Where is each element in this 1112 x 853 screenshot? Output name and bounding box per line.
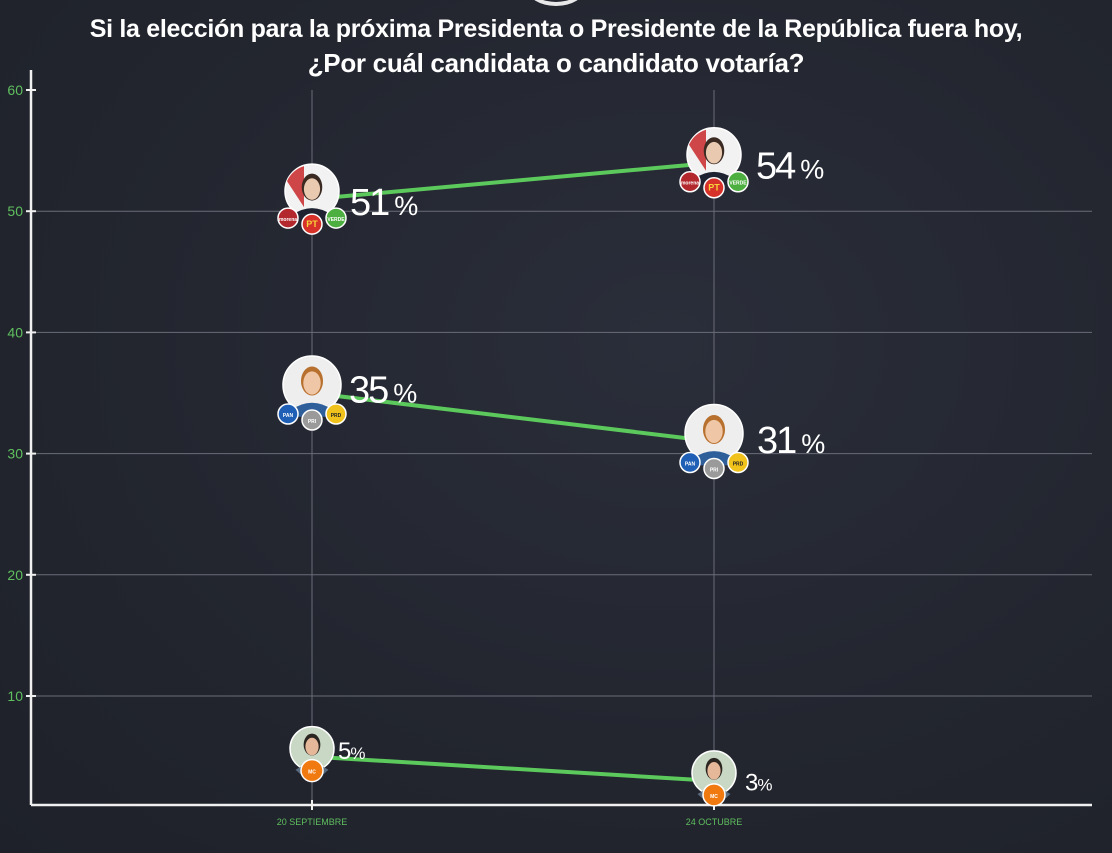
prd-badge-icon bbox=[325, 403, 347, 425]
data-label: 31% bbox=[757, 420, 825, 462]
candidate-marker: MC bbox=[691, 750, 737, 807]
chart-title-line1: Si la elección para la próxima President… bbox=[89, 15, 1023, 43]
chart-title-line2: ¿Por cuál candidata o candidato votaría? bbox=[307, 48, 805, 78]
data-label-percent: % bbox=[757, 775, 772, 794]
pri-badge-icon bbox=[301, 409, 323, 431]
candidate-marker: MC bbox=[289, 725, 335, 783]
prd-badge-label: PRD bbox=[331, 413, 342, 419]
pan-badge-label: PAN bbox=[685, 461, 696, 467]
y-tick-label: 20 bbox=[7, 567, 23, 583]
verde-badge-icon bbox=[727, 170, 749, 193]
verde-badge-label: VERDE bbox=[327, 217, 345, 223]
face-icon bbox=[705, 419, 723, 444]
data-label-value: 35 bbox=[349, 370, 388, 412]
morena-badge-icon bbox=[277, 207, 299, 229]
series-line bbox=[310, 391, 716, 444]
morena-badge-label: morena bbox=[681, 181, 699, 187]
series-line bbox=[310, 160, 716, 202]
data-label-percent: % bbox=[394, 191, 418, 221]
data-label: 51% bbox=[350, 182, 418, 224]
data-label-value: 3 bbox=[745, 769, 758, 796]
flag-icon bbox=[287, 166, 304, 208]
data-label: 54% bbox=[756, 145, 824, 187]
chart-title: Si la elección para la próxima President… bbox=[0, 12, 1112, 80]
prd-badge-icon bbox=[727, 451, 749, 474]
face-icon bbox=[305, 737, 319, 756]
x-tick-label: 24 OCTUBRE bbox=[686, 817, 743, 827]
mc-badge-label: MC bbox=[710, 794, 718, 800]
data-label-value: 31 bbox=[757, 420, 796, 462]
verde-badge-label: VERDE bbox=[729, 181, 747, 187]
pan-badge-icon bbox=[679, 451, 701, 474]
data-label-percent: % bbox=[801, 429, 825, 459]
y-tick-label: 40 bbox=[7, 324, 23, 340]
candidate-marker: PAN PRI PRD bbox=[277, 355, 347, 431]
data-label-value: 51 bbox=[350, 182, 389, 224]
pri-badge-icon bbox=[703, 457, 725, 480]
candidate-marker: morena PT VERDE bbox=[679, 126, 749, 199]
y-tick-label: 30 bbox=[7, 446, 23, 462]
flag-icon bbox=[689, 129, 706, 171]
mc-badge-label: MC bbox=[308, 770, 316, 776]
x-tick-label: 20 SEPTIEMBRE bbox=[277, 817, 348, 827]
morena-badge-label: morena bbox=[279, 217, 297, 223]
data-label-percent: % bbox=[350, 744, 365, 763]
face-icon bbox=[303, 371, 321, 395]
data-label-value: 54 bbox=[756, 145, 796, 187]
series-line bbox=[310, 754, 716, 783]
pan-badge-label: PAN bbox=[283, 413, 294, 419]
axes: 10 20 30 40 50 60 20 SEPTIEMBRE 24 OCTUBRE bbox=[7, 70, 1092, 827]
pt-badge-label: PT bbox=[306, 219, 318, 229]
face-icon bbox=[705, 141, 723, 164]
candidate-marker: morena PT VERDE bbox=[277, 163, 347, 235]
data-label: 5% bbox=[338, 738, 365, 765]
pt-badge-icon bbox=[301, 213, 323, 235]
verde-badge-icon bbox=[325, 207, 347, 229]
pt-badge-icon bbox=[703, 176, 725, 199]
data-label-percent: % bbox=[800, 154, 824, 184]
face-icon bbox=[707, 762, 721, 780]
gridlines bbox=[31, 90, 1092, 805]
pri-badge-label: PRI bbox=[710, 467, 719, 473]
markers-group: morena PT VERDE 51 % morena PT VERDE 54 % PAN PRI PR… bbox=[277, 126, 825, 807]
pan-badge-icon bbox=[277, 403, 299, 425]
pt-badge-label: PT bbox=[708, 183, 720, 193]
y-tick-label: 10 bbox=[7, 688, 23, 704]
data-label: 3% bbox=[745, 769, 772, 796]
prd-badge-label: PRD bbox=[733, 461, 744, 467]
data-label-percent: % bbox=[393, 379, 417, 409]
data-label: 35% bbox=[349, 370, 417, 412]
candidate-marker: PAN PRI PRD bbox=[679, 403, 749, 480]
pri-badge-label: PRI bbox=[308, 419, 317, 425]
face-icon bbox=[303, 178, 321, 200]
y-tick-label: 60 bbox=[7, 82, 23, 98]
data-label-value: 5 bbox=[338, 738, 351, 765]
mc-badge-icon bbox=[702, 783, 726, 807]
mc-badge-icon bbox=[300, 758, 324, 783]
morena-badge-icon bbox=[679, 170, 701, 193]
y-tick-label: 50 bbox=[7, 203, 23, 219]
series-group bbox=[310, 160, 716, 783]
